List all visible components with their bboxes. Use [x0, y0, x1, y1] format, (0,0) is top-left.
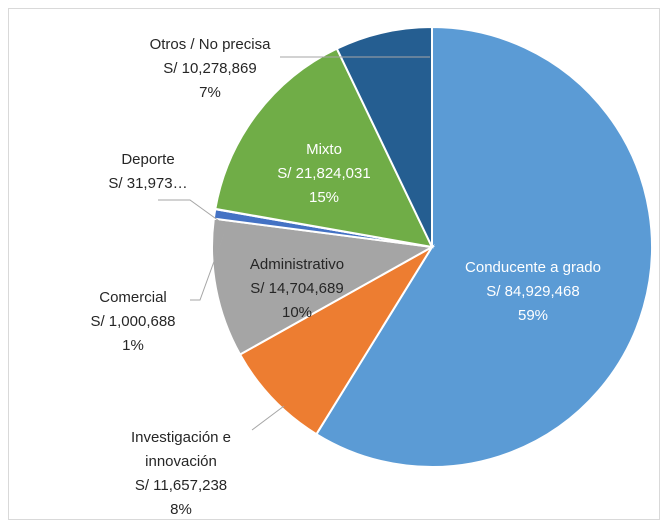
category-label: Comercial: [99, 289, 167, 306]
data-label: Conducente a grado S/ 84,929,468 59%: [438, 256, 628, 328]
pie-slice: [335, 25, 433, 248]
data-label: Otros / No precisa S/ 10,278,869 7%: [120, 33, 300, 105]
leader-line: [190, 233, 225, 301]
percent-label: 59%: [517, 307, 549, 324]
pie-slice: [238, 244, 435, 436]
value-label: S/ 11,657,238: [134, 477, 228, 494]
data-label: Deporte S/ 31,973…: [68, 148, 228, 196]
value-label: S/ 10,278,869: [163, 60, 257, 77]
percent-label: 1%: [122, 337, 144, 354]
value-label: S/ 21,824,031: [277, 165, 371, 182]
value-label: S/ 84,929,468: [486, 283, 580, 300]
category-label: Conducente a grado: [465, 259, 601, 276]
value-label: S/ 1,000,688: [90, 313, 176, 330]
percent-label: 8%: [170, 501, 192, 518]
pie-slice: [315, 25, 653, 468]
percent-label: 10%: [281, 304, 313, 321]
category-label: Mixto: [306, 141, 342, 158]
chart-border: [8, 8, 660, 520]
data-label: Investigación e innovación S/ 11,657,238 8…: [98, 426, 264, 522]
percent-label: 7%: [199, 84, 221, 101]
data-label: Administrativo S/ 14,704,689 10%: [222, 253, 372, 325]
value-label: S/ 14,704,689: [250, 280, 344, 297]
leader-line: [251, 405, 285, 431]
data-label: Mixto S/ 21,824,031 15%: [240, 138, 408, 210]
percent-label: 15%: [308, 189, 340, 206]
category-label: Administrativo: [249, 256, 345, 273]
value-label: S/ 31,973…: [108, 175, 188, 192]
pie-slice: [211, 217, 436, 356]
category-label: Investigación e innovación: [130, 429, 232, 470]
leader-line: [158, 199, 227, 227]
data-label: Comercial S/ 1,000,688 1%: [58, 286, 208, 358]
category-label: Otros / No precisa: [149, 36, 271, 53]
category-label: Deporte: [121, 151, 175, 168]
